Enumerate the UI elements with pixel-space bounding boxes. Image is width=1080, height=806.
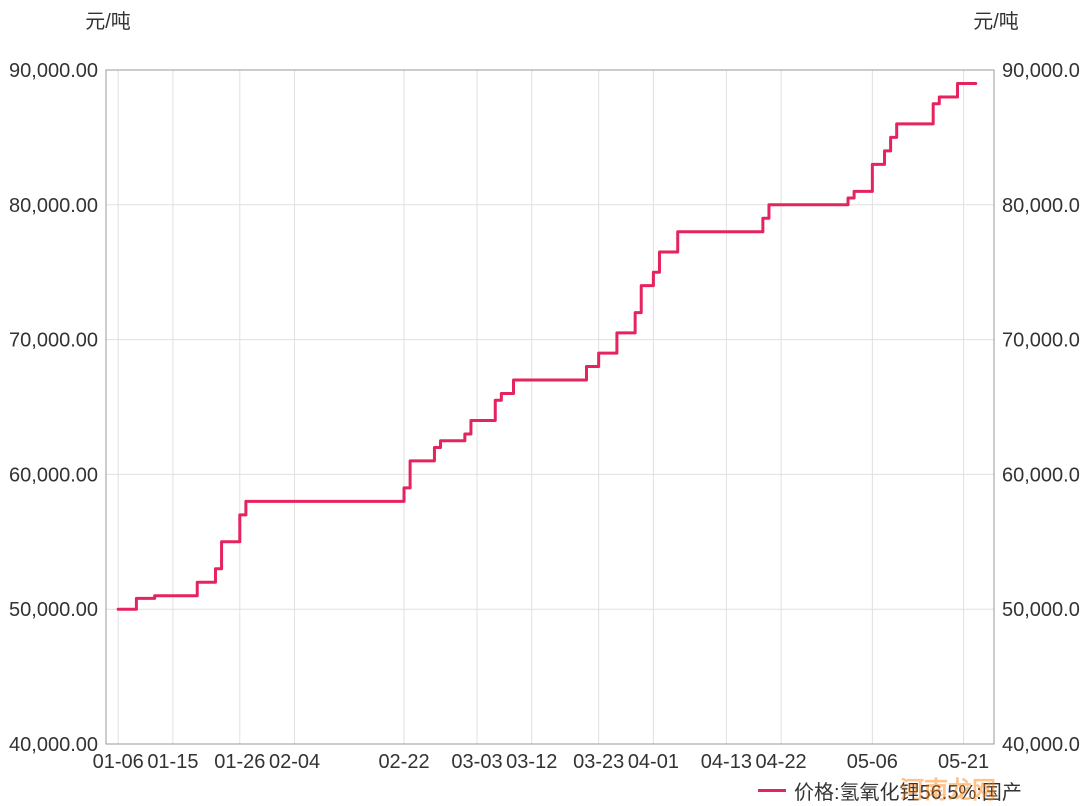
y-tick-label-right: 70,000.00 xyxy=(1002,330,1080,352)
x-tick-label: 01-15 xyxy=(147,751,198,773)
y-tick-label-left: 40,000.00 xyxy=(9,734,98,756)
x-tick-label: 04-13 xyxy=(701,751,752,773)
chart-container: 40,000.00 40,000.00 50,000.00 50,000.00 60,0… xyxy=(0,0,1080,806)
y-tick-label-left: 70,000.00 xyxy=(9,330,98,352)
y-axis-unit-right: 元/吨 xyxy=(973,10,1019,33)
x-tick-label: 02-22 xyxy=(378,751,429,773)
y-tick-label-right: 40,000.00 xyxy=(1002,734,1080,756)
x-tick-label: 03-12 xyxy=(506,751,557,773)
x-tick-label: 05-21 xyxy=(938,751,989,773)
y-axis-unit-left: 元/吨 xyxy=(85,10,131,33)
x-tick-label: 03-03 xyxy=(451,751,502,773)
price-line-chart: 40,000.00 40,000.00 50,000.00 50,000.00 60,0… xyxy=(0,0,1080,806)
legend: 价格:氢氧化锂56.5%:国产 xyxy=(758,776,1022,805)
y-tick-label-right: 50,000.00 xyxy=(1002,599,1080,621)
x-tick-label: 01-26 xyxy=(214,751,265,773)
y-tick-label-right: 80,000.00 xyxy=(1002,195,1080,217)
y-tick-label-left: 80,000.00 xyxy=(9,195,98,217)
y-tick-label-right: 90,000.00 xyxy=(1002,60,1080,82)
x-tick-label: 04-22 xyxy=(756,751,807,773)
y-tick-label-left: 50,000.00 xyxy=(9,599,98,621)
y-tick-label-right: 60,000.00 xyxy=(1002,464,1080,486)
x-tick-label: 01-06 xyxy=(93,751,144,773)
y-tick-label-left: 60,000.00 xyxy=(9,464,98,486)
x-tick-label: 03-23 xyxy=(573,751,624,773)
x-tick-label: 04-01 xyxy=(628,751,679,773)
legend-label: 价格:氢氧化锂56.5%:国产 xyxy=(794,776,1022,805)
legend-line xyxy=(758,789,786,792)
y-tick-label-left: 90,000.00 xyxy=(9,60,98,82)
x-tick-label: 02-04 xyxy=(269,751,320,773)
x-tick-label: 05-06 xyxy=(847,751,898,773)
